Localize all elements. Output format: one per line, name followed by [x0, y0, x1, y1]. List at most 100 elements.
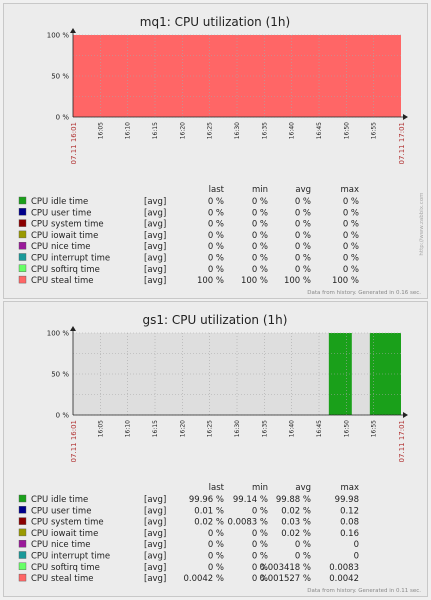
- legend-series-name: CPU idle time: [31, 197, 88, 207]
- legend-value: 0 %: [208, 563, 224, 573]
- y-axis-arrow: [70, 326, 76, 331]
- legend-series-name: CPU steal time: [31, 574, 93, 584]
- legend-value: 0 %: [208, 208, 224, 218]
- legend-value: 0 %: [252, 506, 268, 516]
- side-watermark-text: http://www.zabbix.com: [419, 192, 425, 255]
- x-end-label: 07.11 17:01: [398, 420, 406, 462]
- legend-value: 0.12: [340, 506, 359, 516]
- legend-series-name: CPU iowait time: [31, 529, 98, 539]
- y-tick-label: 100 %: [47, 32, 70, 40]
- legend-swatch: [18, 230, 27, 239]
- legend-value: 0 %: [343, 220, 359, 230]
- legend-value: 0 %: [343, 265, 359, 275]
- legend-swatch: [18, 208, 27, 216]
- legend-column-header: min: [252, 483, 268, 493]
- x-tick-label: 16:40: [289, 122, 296, 139]
- legend-value: 0 %: [252, 552, 268, 562]
- legend-swatch: [18, 573, 27, 582]
- legend-value: 0.02 %: [194, 518, 224, 528]
- legend-value: 0 %: [295, 540, 311, 550]
- x-tick-label: 16:15: [152, 122, 159, 139]
- legend-series-name: CPU interrupt time: [31, 254, 110, 264]
- x-tick-label: 16:10: [125, 122, 132, 139]
- legend-value: 0 %: [295, 208, 311, 218]
- x-tick-label: 16:05: [97, 122, 104, 139]
- legend-value: 0.0042: [329, 574, 359, 584]
- legend-value: 100 %: [284, 276, 311, 286]
- legend-value: 0 %: [208, 265, 224, 275]
- legend-value: 0 %: [208, 552, 224, 562]
- legend-value: 0 %: [252, 574, 268, 584]
- legend-value: 0.16: [340, 529, 359, 539]
- legend-function: [avg]: [144, 220, 166, 230]
- x-tick-label: 16:50: [343, 420, 350, 437]
- legend-function: [avg]: [144, 242, 166, 252]
- legend-swatch: [18, 528, 27, 537]
- x-tick-label: 16:15: [152, 420, 159, 437]
- legend-value: 0 %: [208, 254, 224, 264]
- legend-value: 0 %: [343, 208, 359, 218]
- legend-value: 0 %: [252, 197, 268, 207]
- legend-value: 0.003418 %: [260, 563, 311, 573]
- legend-series-name: CPU softirq time: [31, 265, 100, 275]
- x-start-label: 07.11 16:01: [70, 122, 78, 164]
- x-tick-label: 16:25: [207, 420, 214, 437]
- cpu-utilization-chart-mq1: mq1: CPU utilization (1h) 100 % 50 % 0 % 16:…: [18, 15, 425, 296]
- legend-value: 0 %: [295, 197, 311, 207]
- legend-swatch: [18, 539, 27, 548]
- legend-value: 0 %: [295, 231, 311, 241]
- y-tick-label: 50 %: [51, 73, 69, 81]
- legend-series-name: CPU softirq time: [31, 563, 100, 573]
- legend-value: 0 %: [208, 529, 224, 539]
- legend-value: 0 %: [252, 242, 268, 252]
- legend-value: 0.08: [340, 518, 359, 528]
- legend-value: 0 %: [208, 242, 224, 252]
- legend-series-name: CPU idle time: [31, 495, 88, 505]
- legend-swatch: [18, 196, 27, 205]
- legend-swatch: [18, 241, 27, 250]
- legend-column-header: avg: [295, 185, 311, 195]
- legend-value: 0 %: [295, 552, 311, 562]
- generation-footer: Data from history. Generated in 0.11 sec…: [307, 588, 421, 594]
- legend-swatch: [18, 219, 27, 227]
- generation-footer: Data from history. Generated in 0.16 sec…: [307, 290, 421, 296]
- legend-swatch: [18, 275, 27, 284]
- legend-series-name: CPU steal time: [31, 276, 93, 286]
- chart-title: gs1: CPU utilization (1h): [143, 313, 288, 327]
- y-tick-label: 100 %: [47, 330, 70, 338]
- legend-function: [avg]: [144, 208, 166, 218]
- legend-series-name: CPU iowait time: [31, 231, 98, 241]
- legend-column-header: max: [340, 483, 359, 493]
- legend-series-name: CPU interrupt time: [31, 552, 110, 562]
- legend-value: 0 %: [208, 197, 224, 207]
- legend-value: 0 %: [252, 254, 268, 264]
- legend-column-header: avg: [295, 483, 311, 493]
- legend-value: 0 %: [252, 220, 268, 230]
- legend-value: 0.02 %: [281, 506, 311, 516]
- legend-swatch: [18, 562, 27, 570]
- legend-value: 0 %: [343, 231, 359, 241]
- legend-function: [avg]: [144, 197, 166, 207]
- legend-series-name: CPU nice time: [31, 540, 91, 550]
- x-tick-label: 16:40: [289, 420, 296, 437]
- x-tick-label: 16:50: [343, 122, 350, 139]
- legend-function: [avg]: [144, 563, 166, 573]
- legend-function: [avg]: [144, 495, 166, 505]
- x-axis-arrow: [403, 412, 408, 418]
- legend-swatch: [18, 264, 27, 272]
- legend-swatch: [18, 551, 27, 559]
- x-tick-label: 16:10: [125, 420, 132, 437]
- legend-column-header: last: [209, 185, 225, 195]
- x-start-label: 07.11 16:01: [70, 420, 78, 462]
- cpu-utilization-chart-gs1: gs1: CPU utilization (1h) 100 % 50 % 0 % 16:…: [18, 313, 421, 594]
- y-axis-arrow: [70, 28, 76, 33]
- graph-panel-mq1: mq1: CPU utilization (1h) 100 % 50 % 0 % 16:…: [3, 3, 428, 299]
- legend-series-name: CPU system time: [31, 518, 104, 528]
- legend-value: 0 %: [295, 220, 311, 230]
- legend-value: 0.0083 %: [227, 518, 268, 528]
- legend-series-name: CPU nice time: [31, 242, 91, 252]
- legend-value: 0.02 %: [281, 529, 311, 539]
- x-tick-label: 16:30: [234, 420, 241, 437]
- x-end-label: 07.11 17:01: [398, 122, 406, 164]
- x-tick-label: 16:55: [371, 420, 378, 437]
